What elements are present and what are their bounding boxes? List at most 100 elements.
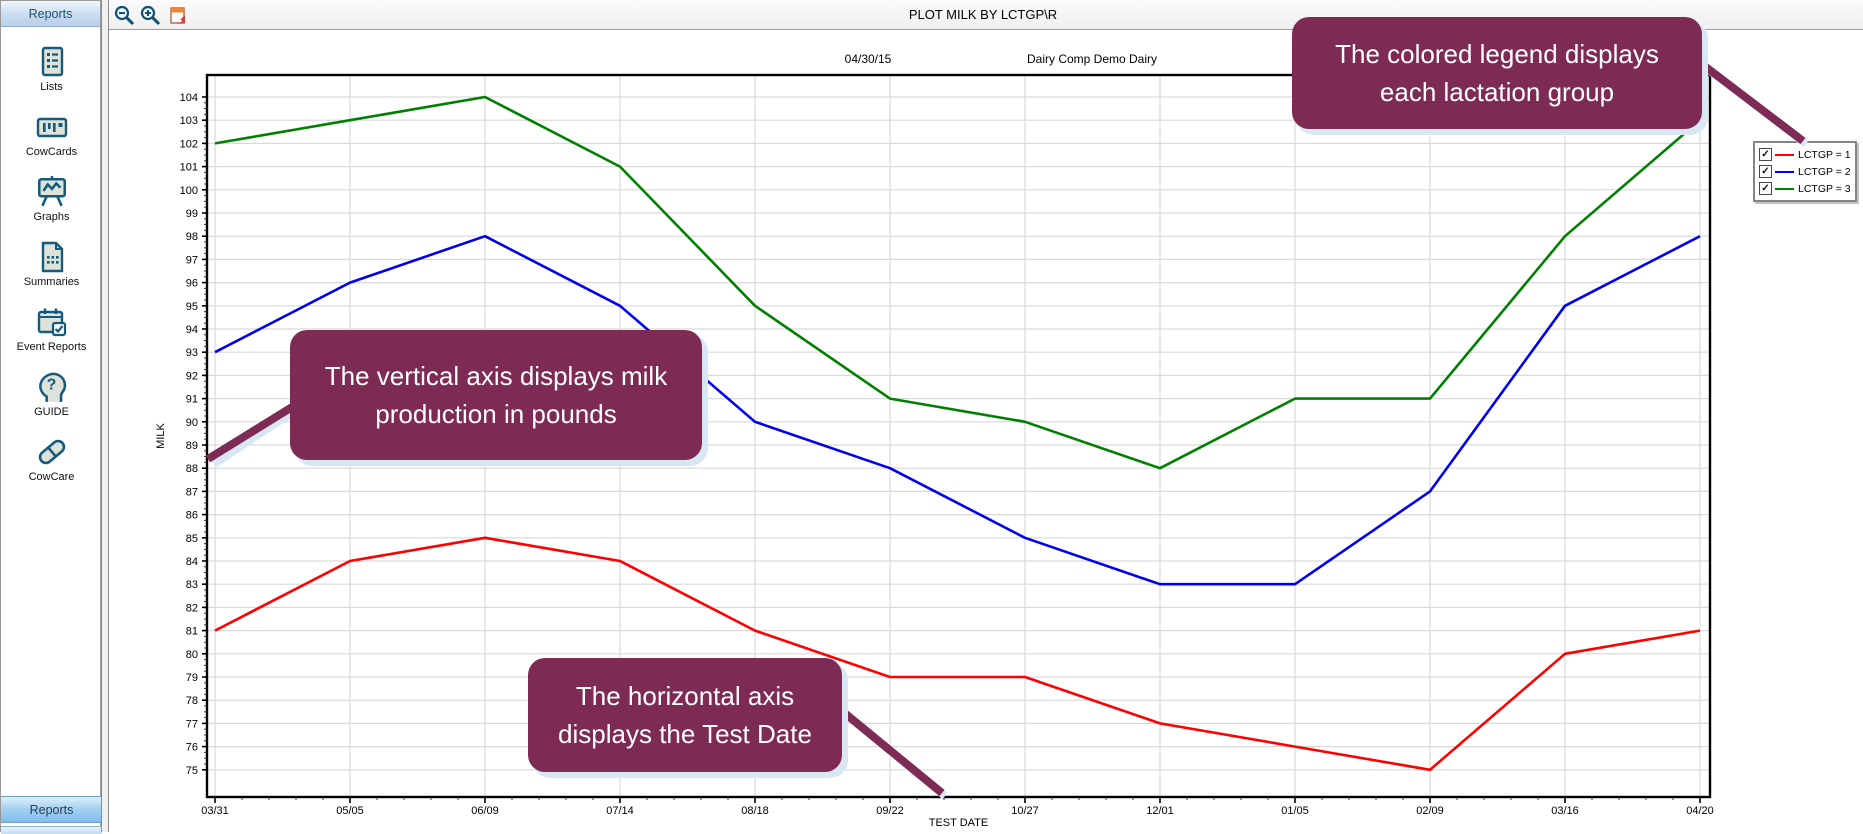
legend-label: LCTGP = 3 xyxy=(1798,182,1851,195)
legend-checkbox[interactable]: ✓ xyxy=(1759,165,1772,178)
legend-row: ✓ LCTGP = 3 xyxy=(1759,180,1851,197)
series-line-lctgp3 xyxy=(214,95,1701,470)
y-tick-label: 79 xyxy=(186,672,198,684)
summaries-icon xyxy=(36,238,68,275)
y-tick-label: 78 xyxy=(186,695,198,707)
y-tick-label: 89 xyxy=(186,440,198,452)
y-tick-label: 103 xyxy=(180,115,198,127)
event-reports-icon xyxy=(35,303,69,340)
legend-line-sample xyxy=(1775,153,1794,156)
y-tick-label: 92 xyxy=(186,370,198,382)
legend-label: LCTGP = 2 xyxy=(1798,165,1851,178)
callout-text-line: The vertical axis displays milk xyxy=(324,361,668,391)
x-tick-label: 03/16 xyxy=(1551,805,1579,817)
y-tick-label: 86 xyxy=(186,510,198,522)
sidebar-item-label: CowCards xyxy=(25,146,78,158)
sidebar-item-label: Event Reports xyxy=(16,341,87,353)
y-tick-label: 94 xyxy=(186,324,198,336)
chart-toolbar: PLOT MILK BY LCTGP\R xyxy=(103,0,1863,30)
axis-ticks xyxy=(202,96,1701,803)
y-tick-label: 84 xyxy=(186,556,198,568)
chart-legend: ✓ LCTGP = 1 ✓ LCTGP = 2 ✓ LCTGP = 3 xyxy=(1753,141,1857,202)
y-tick-label: 104 xyxy=(180,92,198,104)
y-tick-label: 82 xyxy=(186,602,198,614)
sidebar-item-cowcare[interactable]: CowCare xyxy=(1,433,102,491)
zoom-out-button[interactable] xyxy=(113,4,135,26)
zoom-in-icon xyxy=(140,5,160,25)
y-tick-label: 83 xyxy=(186,579,198,591)
x-tick-label: 04/20 xyxy=(1686,805,1714,817)
export-report-button[interactable] xyxy=(167,4,189,26)
export-report-icon xyxy=(169,6,185,24)
y-tick-label: 76 xyxy=(186,742,198,754)
y-tick-label: 90 xyxy=(186,417,198,429)
y-tick-label: 75 xyxy=(186,765,198,777)
bottom-tab-label: Reports xyxy=(29,802,74,817)
y-tick-label: 96 xyxy=(186,278,198,290)
sidebar-item-graphs[interactable]: Graphs xyxy=(1,173,102,231)
sidebar-item-cowcards[interactable]: CowCards xyxy=(1,108,102,166)
y-tick-label: 93 xyxy=(186,347,198,359)
sidebar-header-label: Reports xyxy=(28,6,73,21)
axis-labels: 75 76 77 78 79 80 81 82 83 84 85 86 87 88 89 90 91 92 93 94… xyxy=(155,52,1714,829)
sidebar-collapsed-tab[interactable] xyxy=(1,826,102,834)
y-tick-label: 102 xyxy=(180,138,198,150)
sidebar-bottom-tab-reports[interactable]: Reports xyxy=(1,796,102,823)
y-tick-label: 85 xyxy=(186,533,198,545)
y-tick-label: 87 xyxy=(186,486,198,498)
callout-text-line: displays the Test Date xyxy=(558,719,812,749)
callout-text-line: each lactation group xyxy=(1379,77,1615,107)
x-axis-title: TEST DATE xyxy=(929,817,989,829)
legend-checkbox[interactable]: ✓ xyxy=(1759,182,1772,195)
cowcare-icon xyxy=(35,433,69,470)
y-tick-label: 98 xyxy=(186,231,198,243)
x-tick-label: 08/18 xyxy=(741,805,769,817)
y-tick-label: 80 xyxy=(186,649,198,661)
sidebar-item-summaries[interactable]: Summaries xyxy=(1,238,102,296)
series-line-lctgp2 xyxy=(214,234,1701,586)
legend-label: LCTGP = 1 xyxy=(1798,148,1851,161)
callout-vertical-axis: The vertical axis displays milk producti… xyxy=(290,330,702,460)
y-tick-label: 81 xyxy=(186,626,198,638)
panel-splitter[interactable] xyxy=(101,0,109,832)
guide-icon: ? xyxy=(35,368,69,405)
sidebar-item-lists[interactable]: Lists xyxy=(1,43,102,101)
y-tick-label: 91 xyxy=(186,394,198,406)
x-tick-label: 10/27 xyxy=(1011,805,1039,817)
sidebar-item-guide[interactable]: ? GUIDE xyxy=(1,368,102,426)
legend-row: ✓ LCTGP = 1 xyxy=(1759,146,1851,163)
chart-subtitle-date: 04/30/15 xyxy=(845,52,892,66)
legend-row: ✓ LCTGP = 2 xyxy=(1759,163,1851,180)
y-tick-label: 77 xyxy=(186,718,198,730)
y-tick-label: 95 xyxy=(186,301,198,313)
y-tick-label: 100 xyxy=(180,185,198,197)
zoom-in-button[interactable] xyxy=(139,4,161,26)
y-tick-label: 88 xyxy=(186,463,198,475)
x-tick-label: 06/09 xyxy=(471,805,499,817)
chart-window-title: PLOT MILK BY LCTGP\R xyxy=(908,7,1058,22)
callout-text-line: The colored legend displays xyxy=(1335,39,1659,69)
legend-line-sample xyxy=(1775,187,1794,190)
cowcards-icon xyxy=(35,108,69,145)
y-tick-label: 99 xyxy=(186,208,198,220)
svg-text:?: ? xyxy=(46,376,56,393)
x-tick-label: 05/05 xyxy=(336,805,364,817)
reports-sidebar: Reports Lists CowCards Graphs Summaries … xyxy=(0,0,102,834)
legend-checkbox[interactable]: ✓ xyxy=(1759,148,1772,161)
zoom-out-icon xyxy=(114,5,134,25)
lists-icon xyxy=(36,43,68,80)
x-tick-label: 07/14 xyxy=(606,805,634,817)
x-tick-label: 09/22 xyxy=(876,805,904,817)
x-tick-label: 01/05 xyxy=(1281,805,1309,817)
sidebar-item-label: CowCare xyxy=(28,471,75,483)
sidebar-item-label: Graphs xyxy=(33,211,70,223)
series-lines xyxy=(214,95,1701,772)
graphs-icon xyxy=(35,173,69,210)
sidebar-item-event-reports[interactable]: Event Reports xyxy=(1,303,102,361)
y-axis-title: MILK xyxy=(155,423,167,449)
callout-legend: The colored legend displays each lactati… xyxy=(1292,17,1702,129)
chart-subtitle-herd: Dairy Comp Demo Dairy xyxy=(1027,52,1157,66)
legend-line-sample xyxy=(1775,170,1794,173)
